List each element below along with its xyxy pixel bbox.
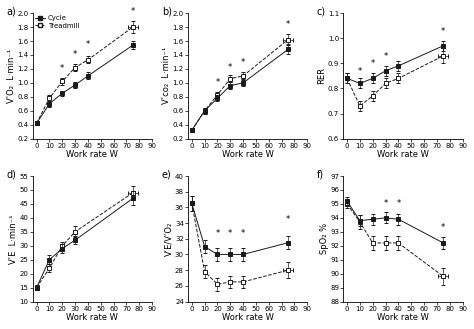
Text: *: * bbox=[241, 58, 245, 67]
Text: a): a) bbox=[7, 7, 16, 17]
Text: c): c) bbox=[317, 7, 326, 17]
X-axis label: Work rate W: Work rate W bbox=[222, 313, 273, 322]
Text: *: * bbox=[441, 223, 446, 232]
Text: *: * bbox=[383, 52, 388, 61]
Text: *: * bbox=[358, 67, 362, 76]
Text: *: * bbox=[73, 50, 77, 60]
Y-axis label: VʹE/VʹO₂: VʹE/VʹO₂ bbox=[164, 222, 173, 256]
Text: *: * bbox=[396, 199, 401, 208]
Legend: Cycle, Treadmill: Cycle, Treadmill bbox=[34, 14, 81, 29]
Text: *: * bbox=[371, 59, 375, 68]
Text: *: * bbox=[383, 199, 388, 208]
X-axis label: Work rate W: Work rate W bbox=[66, 313, 118, 322]
Y-axis label: VʹO₂  L·min⁻¹: VʹO₂ L·min⁻¹ bbox=[7, 49, 16, 103]
X-axis label: Work rate W: Work rate W bbox=[377, 150, 429, 159]
Text: *: * bbox=[228, 63, 232, 72]
Y-axis label: RER: RER bbox=[318, 67, 327, 84]
Text: *: * bbox=[228, 229, 232, 238]
Text: *: * bbox=[131, 7, 135, 16]
X-axis label: Work rate W: Work rate W bbox=[222, 150, 273, 159]
X-axis label: Work rate W: Work rate W bbox=[66, 150, 118, 159]
Text: f): f) bbox=[317, 170, 324, 180]
Text: *: * bbox=[215, 78, 219, 87]
Text: *: * bbox=[202, 246, 207, 255]
X-axis label: Work rate W: Work rate W bbox=[377, 313, 429, 322]
Text: d): d) bbox=[7, 170, 17, 180]
Text: *: * bbox=[241, 229, 245, 238]
Y-axis label: VʹE  L·min⁻¹: VʹE L·min⁻¹ bbox=[9, 214, 18, 264]
Text: *: * bbox=[215, 229, 219, 238]
Text: *: * bbox=[86, 40, 90, 49]
Text: *: * bbox=[286, 215, 290, 224]
Text: *: * bbox=[286, 20, 290, 29]
Text: *: * bbox=[60, 64, 64, 73]
Y-axis label: Vʹco₂  L·min⁻¹: Vʹco₂ L·min⁻¹ bbox=[162, 47, 171, 105]
Text: b): b) bbox=[162, 7, 172, 17]
Text: e): e) bbox=[162, 170, 172, 180]
Y-axis label: SpO₂ %: SpO₂ % bbox=[319, 223, 328, 254]
Text: *: * bbox=[441, 27, 446, 36]
